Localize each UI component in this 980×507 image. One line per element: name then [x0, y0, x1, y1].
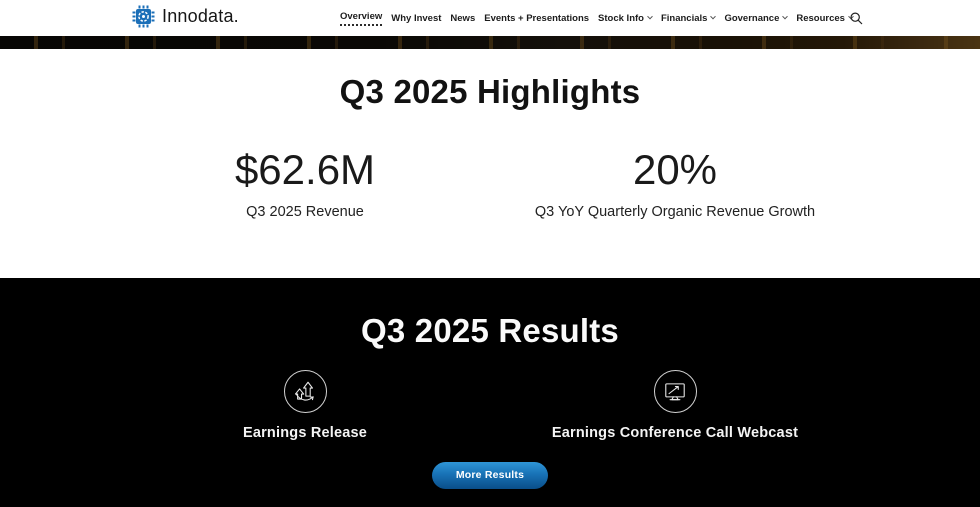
highlights-title: Q3 2025 Highlights [339, 73, 641, 110]
growth-arrows-icon [294, 381, 314, 401]
results-section: Q3 2025 Results Earnings Release [0, 278, 980, 507]
nav-item-overview[interactable]: Overview [340, 11, 383, 26]
nav-item-events-presentations[interactable]: Events + Presentations [484, 12, 590, 24]
stat-value: 20% [632, 146, 718, 193]
search-icon [849, 11, 862, 24]
stat-label: Q3 2025 Revenue [246, 204, 364, 220]
stat-growth: 20% Q3 YoY Quarterly Organic Revenue Gro… [490, 146, 860, 221]
search-button[interactable] [847, 9, 865, 27]
nav-item-financials[interactable]: Financials [661, 13, 717, 24]
results-title: Q3 2025 Results [361, 312, 619, 349]
nav-item-stock-info[interactable]: Stock Info [598, 13, 653, 24]
stats-row: $62.6M Q3 2025 Revenue 20% Q3 YoY Quarte… [120, 146, 860, 221]
nav-item-resources[interactable]: Resources [796, 13, 854, 24]
stat-label: Q3 YoY Quarterly Organic Revenue Growth [534, 204, 816, 220]
brand-logo[interactable]: Innodata. [132, 5, 239, 28]
more-results-button[interactable]: More Results [431, 462, 549, 489]
stat-revenue: $62.6M Q3 2025 Revenue [120, 146, 490, 221]
stat-value: $62.6M [234, 146, 376, 193]
hero-image-strip [0, 36, 980, 49]
earnings-release-link[interactable]: Earnings Release [120, 370, 490, 441]
chevron-down-icon [647, 13, 653, 20]
chevron-down-icon [782, 13, 789, 20]
earnings-webcast-circle [653, 370, 697, 413]
earnings-webcast-link[interactable]: Earnings Conference Call Webcast [490, 370, 860, 441]
chevron-down-icon [710, 13, 717, 20]
highlights-section: Q3 2025 Highlights $62.6M Q3 2025 Revenu… [0, 49, 980, 278]
nav-item-why-invest[interactable]: Why Invest [391, 12, 442, 24]
top-nav-bar: Innodata. Overview Why Invest News Event… [0, 0, 980, 36]
main-nav: Overview Why Invest News Events + Presen… [340, 0, 854, 36]
brand-name: Innodata. [162, 6, 239, 26]
earnings-release-circle [283, 370, 327, 413]
nav-item-news[interactable]: News [450, 12, 476, 24]
innodata-chip-logo-icon [132, 5, 155, 28]
nav-item-governance[interactable]: Governance [724, 13, 789, 24]
results-row: Earnings Release Earnings Conference Cal… [120, 370, 860, 441]
result-label: Earnings Conference Call Webcast [551, 425, 799, 441]
result-label: Earnings Release [242, 425, 368, 441]
webcast-monitor-icon [665, 382, 685, 400]
